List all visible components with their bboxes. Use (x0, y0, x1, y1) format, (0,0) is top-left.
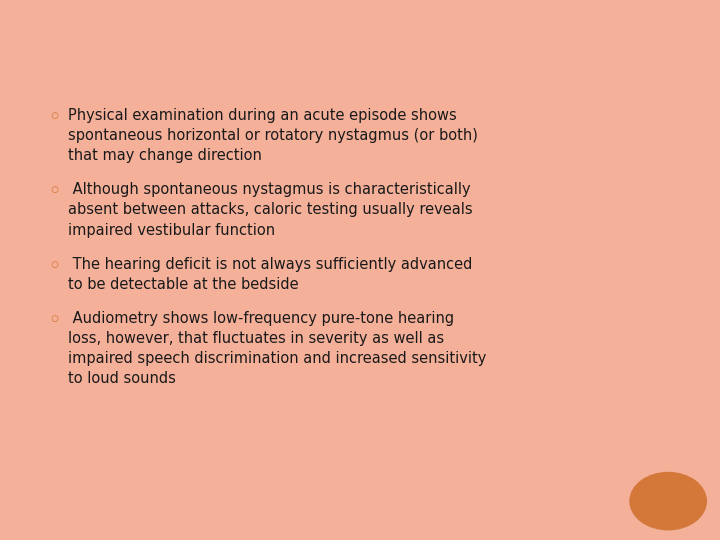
Text: absent between attacks, caloric testing usually reveals: absent between attacks, caloric testing … (68, 202, 473, 218)
Text: Although spontaneous nystagmus is characteristically: Although spontaneous nystagmus is charac… (68, 183, 471, 197)
Circle shape (630, 472, 706, 530)
Text: loss, however, that fluctuates in severity as well as: loss, however, that fluctuates in severi… (68, 331, 444, 346)
Text: The hearing deficit is not always sufficiently advanced: The hearing deficit is not always suffic… (68, 256, 473, 272)
Text: impaired speech discrimination and increased sensitivity: impaired speech discrimination and incre… (68, 351, 487, 366)
Text: ◦: ◦ (48, 183, 60, 201)
Text: Physical examination during an acute episode shows: Physical examination during an acute epi… (68, 108, 457, 123)
Text: to be detectable at the bedside: to be detectable at the bedside (68, 276, 299, 292)
Text: ◦: ◦ (48, 256, 60, 275)
Text: Audiometry shows low-frequency pure-tone hearing: Audiometry shows low-frequency pure-tone… (68, 311, 454, 326)
Text: to loud sounds: to loud sounds (68, 371, 176, 386)
Text: that may change direction: that may change direction (68, 148, 262, 163)
Text: spontaneous horizontal or rotatory nystagmus (or both): spontaneous horizontal or rotatory nysta… (68, 128, 478, 143)
Text: ◦: ◦ (48, 108, 60, 127)
Text: ◦: ◦ (48, 311, 60, 330)
Text: impaired vestibular function: impaired vestibular function (68, 222, 276, 238)
